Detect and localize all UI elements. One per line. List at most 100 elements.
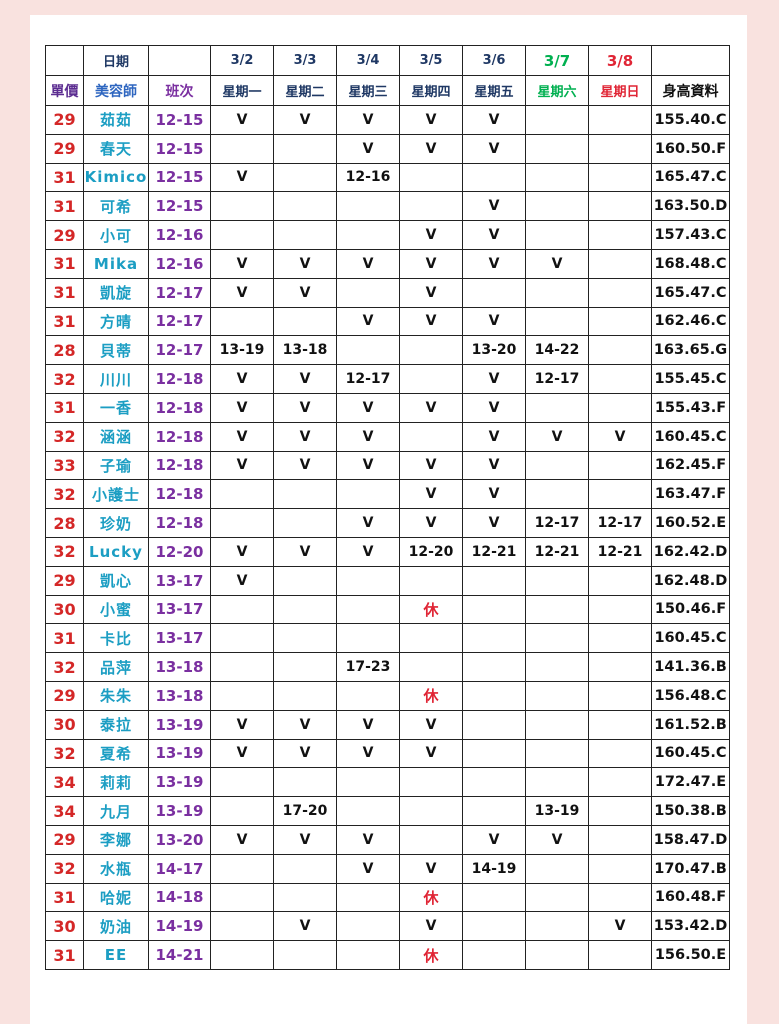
empty-day-cell xyxy=(336,680,400,711)
shift-cell: 12-17 xyxy=(148,335,211,366)
empty-day-cell xyxy=(588,248,652,279)
availability-cell: 12-20 xyxy=(399,536,463,567)
availability-cell: V xyxy=(399,248,463,279)
price-cell: 29 xyxy=(45,824,84,855)
empty-day-cell xyxy=(462,652,526,682)
date-header-3-6: 3/6 xyxy=(462,45,526,76)
table-row: 32 Lucky 12-20 V V V 12-20 12-21 12-21 12-21 162.4… xyxy=(45,536,730,567)
empty-day-cell xyxy=(525,853,589,884)
availability-cell: V xyxy=(273,277,337,308)
empty-day-cell xyxy=(273,940,337,970)
beautician-name-cell: 李娜 xyxy=(83,824,149,855)
availability-cell: 13-19 xyxy=(210,335,274,366)
table-row: 32 夏希 13-19 V V V V 160.45.C xyxy=(45,738,730,769)
availability-cell: V xyxy=(210,536,274,567)
availability-cell: V xyxy=(462,824,526,855)
empty-day-cell xyxy=(336,277,400,308)
empty-day-cell xyxy=(336,767,400,798)
beautician-name-cell: 卡比 xyxy=(83,623,149,654)
empty-day-cell xyxy=(210,853,274,884)
price-cell: 34 xyxy=(45,796,84,826)
price-cell: 31 xyxy=(45,623,84,654)
shift-cell: 12-17 xyxy=(148,277,211,308)
shift-cell: 13-17 xyxy=(148,565,211,596)
availability-cell: V xyxy=(210,709,274,740)
height-data-cell: 168.48.C xyxy=(651,248,730,279)
availability-cell: V xyxy=(588,911,652,942)
availability-cell: V xyxy=(210,824,274,855)
availability-cell: V xyxy=(336,392,400,423)
empty-day-cell xyxy=(588,392,652,423)
height-data-cell: 172.47.E xyxy=(651,767,730,798)
availability-cell: V xyxy=(462,479,526,510)
beautician-name-cell: 一香 xyxy=(83,392,149,423)
shift-cell: 12-18 xyxy=(148,479,211,510)
availability-cell: V xyxy=(399,911,463,942)
availability-cell: V xyxy=(336,248,400,279)
empty-day-cell xyxy=(399,623,463,654)
height-data-cell: 157.43.C xyxy=(651,220,730,250)
shift-cell: 12-15 xyxy=(148,133,211,164)
availability-cell: 13-19 xyxy=(525,796,589,826)
availability-cell: V xyxy=(399,853,463,884)
date-header-3-3: 3/3 xyxy=(273,45,337,76)
table-row: 29 李娜 13-20 V V V V V 158.47.D xyxy=(45,824,730,855)
price-cell: 29 xyxy=(45,220,84,250)
empty-day-cell xyxy=(273,133,337,164)
empty-day-cell xyxy=(336,911,400,942)
shift-cell: 12-18 xyxy=(148,392,211,423)
shift-cell: 13-19 xyxy=(148,709,211,740)
empty-day-cell xyxy=(336,796,400,826)
availability-cell: V xyxy=(336,508,400,538)
beautician-name-cell: Kimico xyxy=(83,162,149,193)
empty-day-cell xyxy=(525,738,589,769)
day-off-cell: 休 xyxy=(399,940,463,970)
date-header-3-5: 3/5 xyxy=(399,45,463,76)
availability-cell: V xyxy=(273,105,337,135)
empty-day-cell xyxy=(588,796,652,826)
availability-cell: V xyxy=(336,133,400,164)
shift-cell: 12-18 xyxy=(148,508,211,538)
table-row: 30 泰拉 13-19 V V V V 161.52.B xyxy=(45,709,730,740)
availability-cell: 12-21 xyxy=(588,536,652,567)
beautician-name-cell: 涵涵 xyxy=(83,421,149,452)
empty-day-cell xyxy=(525,911,589,942)
empty-day-cell xyxy=(399,767,463,798)
empty-day-cell xyxy=(336,882,400,913)
beautician-name-cell: 九月 xyxy=(83,796,149,826)
empty-day-cell xyxy=(210,652,274,682)
availability-cell: V xyxy=(210,364,274,394)
weekday-header-3-6: 星期五 xyxy=(462,75,526,106)
availability-cell: V xyxy=(462,450,526,481)
height-data-cell: 153.42.D xyxy=(651,911,730,942)
empty-day-cell xyxy=(273,220,337,250)
availability-cell: 14-19 xyxy=(462,853,526,884)
empty-day-cell xyxy=(336,335,400,366)
empty-day-cell xyxy=(525,306,589,337)
price-cell: 32 xyxy=(45,479,84,510)
availability-cell: V xyxy=(462,248,526,279)
price-cell: 32 xyxy=(45,536,84,567)
empty-day-cell xyxy=(588,191,652,222)
empty-day-cell xyxy=(588,450,652,481)
price-cell: 31 xyxy=(45,248,84,279)
empty-day-cell xyxy=(588,853,652,884)
price-cell: 32 xyxy=(45,738,84,769)
table-row: 33 子瑜 12-18 V V V V V 162.45.F xyxy=(45,450,730,481)
shift-cell: 12-17 xyxy=(148,306,211,337)
date-label: 日期 xyxy=(83,45,149,76)
empty-day-cell xyxy=(399,191,463,222)
availability-cell: V xyxy=(210,105,274,135)
price-cell: 29 xyxy=(45,105,84,135)
availability-cell: 13-20 xyxy=(462,335,526,366)
availability-cell: V xyxy=(210,565,274,596)
price-cell: 31 xyxy=(45,191,84,222)
availability-cell: 12-21 xyxy=(525,536,589,567)
empty-day-cell xyxy=(210,508,274,538)
empty-day-cell xyxy=(525,450,589,481)
price-cell: 29 xyxy=(45,680,84,711)
beautician-name-cell: 茹茹 xyxy=(83,105,149,135)
empty-day-cell xyxy=(462,882,526,913)
beautician-name-cell: 奶油 xyxy=(83,911,149,942)
weekday-header-3-5: 星期四 xyxy=(399,75,463,106)
